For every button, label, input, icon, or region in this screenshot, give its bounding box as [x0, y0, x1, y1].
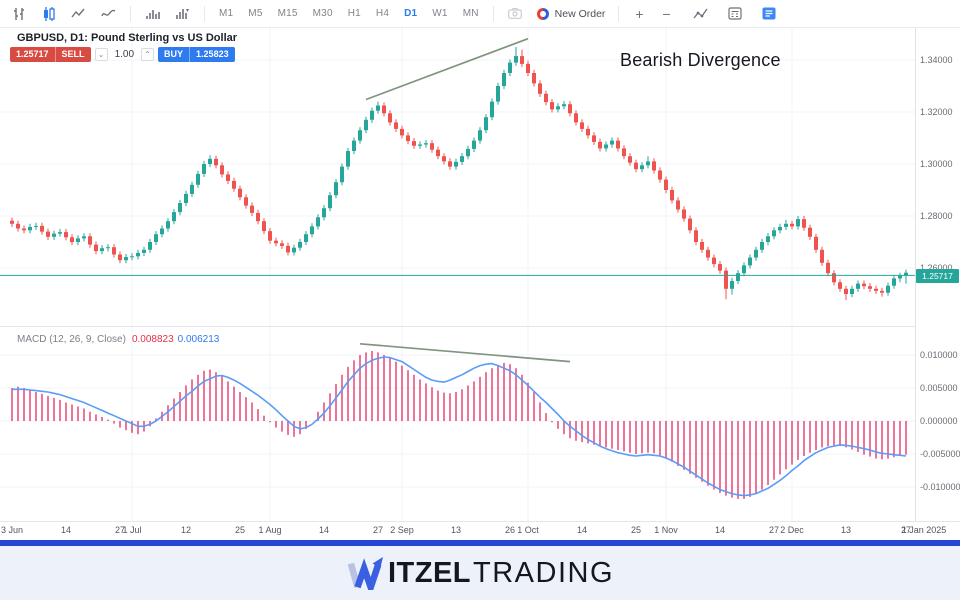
time-tick: 25: [630, 525, 642, 535]
time-tick: 3 Jun: [0, 525, 24, 535]
price-tick: 1.28000: [920, 211, 953, 221]
current-price-tag: 1.25717: [916, 269, 959, 283]
time-tick: 1 Oct: [517, 525, 539, 535]
footer-accent-bar: [0, 540, 960, 546]
calculator-icon[interactable]: [726, 6, 743, 21]
time-tick: 27: [372, 525, 384, 535]
time-tick: 13: [450, 525, 462, 535]
tab-w1[interactable]: W1: [432, 8, 448, 19]
button-divider: [54, 47, 56, 62]
w-arrow-icon: [347, 556, 383, 590]
time-tick: 14: [318, 525, 330, 535]
price-tick: 1.30000: [920, 159, 953, 169]
time-tick: 12: [180, 525, 192, 535]
tab-mn[interactable]: MN: [462, 8, 479, 19]
macd-tick: -0.005000: [920, 449, 960, 459]
price-tick: 1.32000: [920, 107, 953, 117]
sell-button[interactable]: 1.25717 SELL: [10, 47, 91, 62]
macd-trendline: [359, 342, 571, 363]
time-tick: 13: [840, 525, 852, 535]
tab-m1[interactable]: M1: [219, 8, 234, 19]
one-click-trading-panel: 1.25717 SELL ⌄ 1.00 ⌃ BUY 1.25823: [10, 47, 235, 62]
pane-divider[interactable]: [0, 326, 960, 327]
macd-tick: 0.000000: [920, 416, 958, 426]
volume-profile-icon[interactable]: [174, 6, 191, 21]
price-tick: 1.26000: [920, 263, 953, 273]
time-tick: 26: [504, 525, 516, 535]
buy-price: 1.25823: [196, 49, 229, 59]
time-tick: 27: [900, 525, 912, 535]
indicators-icon[interactable]: [692, 6, 709, 21]
camera-icon[interactable]: [507, 6, 524, 21]
time-tick: 1 Jul: [122, 525, 142, 535]
volume-icon[interactable]: [144, 6, 161, 21]
price-trendline: [365, 37, 529, 101]
chart-area[interactable]: 1.34000 1.32000 1.30000 1.28000 1.26000 0.010…: [0, 28, 960, 540]
notes-icon[interactable]: [760, 6, 777, 21]
time-tick: 1 Nov: [654, 525, 678, 535]
ohlc-bars-icon[interactable]: [10, 6, 27, 21]
brand-bold-text: ITZEL: [387, 556, 472, 589]
time-tick: 27: [114, 525, 126, 535]
macd-name: MACD (12, 26, 9, Close): [17, 334, 126, 345]
macd-tick: 0.010000: [920, 350, 958, 360]
buy-button[interactable]: BUY 1.25823: [158, 47, 235, 62]
tab-m15[interactable]: M15: [277, 8, 298, 19]
toolbar-separator: [618, 5, 620, 22]
sell-label: SELL: [61, 49, 85, 59]
smooth-line-icon[interactable]: [100, 6, 117, 21]
symbol-title: GBPUSD, D1: Pound Sterling vs US Dollar: [17, 32, 238, 44]
lot-size-field[interactable]: 1.00: [114, 49, 135, 60]
time-tick: 14: [60, 525, 72, 535]
toolbar-separator: [130, 5, 131, 22]
line-chart-icon[interactable]: [70, 6, 87, 21]
time-tick: 2 Dec: [780, 525, 804, 535]
zoom-out-icon[interactable]: −: [662, 5, 671, 22]
time-tick: 1 Jan 2025: [901, 525, 947, 535]
witzel-trading-logo: ITZEL TRADING: [346, 556, 614, 590]
footer: ITZEL TRADING: [0, 546, 960, 600]
macd-tick: 0.005000: [920, 383, 958, 393]
time-tick: 14: [576, 525, 588, 535]
price-tick: 1.34000: [920, 55, 953, 65]
new-order-label: New Order: [554, 7, 606, 20]
time-tick: 14: [714, 525, 726, 535]
macd-tick: -0.010000: [920, 482, 960, 492]
new-order-icon: [536, 7, 549, 20]
tab-h4[interactable]: H4: [375, 8, 390, 19]
macd-signal-value: 0.006213: [177, 334, 220, 345]
tab-m30[interactable]: M30: [312, 8, 333, 19]
chevron-up-icon[interactable]: ⌃: [141, 48, 155, 61]
tab-m5[interactable]: M5: [248, 8, 263, 19]
time-axis-divider: [0, 521, 960, 522]
chevron-down-icon[interactable]: ⌄: [94, 48, 108, 61]
button-divider: [189, 47, 191, 62]
toolbar-separator: [204, 5, 205, 22]
macd-main-value: 0.008823: [131, 334, 174, 345]
time-tick: 27: [768, 525, 780, 535]
new-order-button[interactable]: New Order: [536, 7, 606, 20]
time-tick: 2 Sep: [390, 525, 414, 535]
time-tick: 1 Aug: [258, 525, 282, 535]
zoom-in-icon[interactable]: +: [635, 5, 644, 22]
brand-light-text: TRADING: [473, 556, 615, 589]
time-tick: 25: [234, 525, 246, 535]
price-macd-chart: [0, 28, 925, 521]
macd-indicator-label: MACD (12, 26, 9, Close) 0.008823 0.006213: [17, 334, 219, 345]
tab-h1[interactable]: H1: [347, 8, 361, 19]
bearish-divergence-annotation: Bearish Divergence: [620, 50, 781, 70]
candlestick-icon[interactable]: [40, 6, 57, 21]
top-toolbar: M1 M5 M15 M30 H1 H4 D1 W1 MN New Order +…: [0, 0, 960, 28]
tab-d1[interactable]: D1: [404, 8, 418, 19]
macd-signal-line: [12, 356, 907, 497]
buy-label: BUY: [164, 49, 184, 59]
sell-price: 1.25717: [16, 49, 49, 59]
toolbar-separator: [492, 5, 494, 22]
